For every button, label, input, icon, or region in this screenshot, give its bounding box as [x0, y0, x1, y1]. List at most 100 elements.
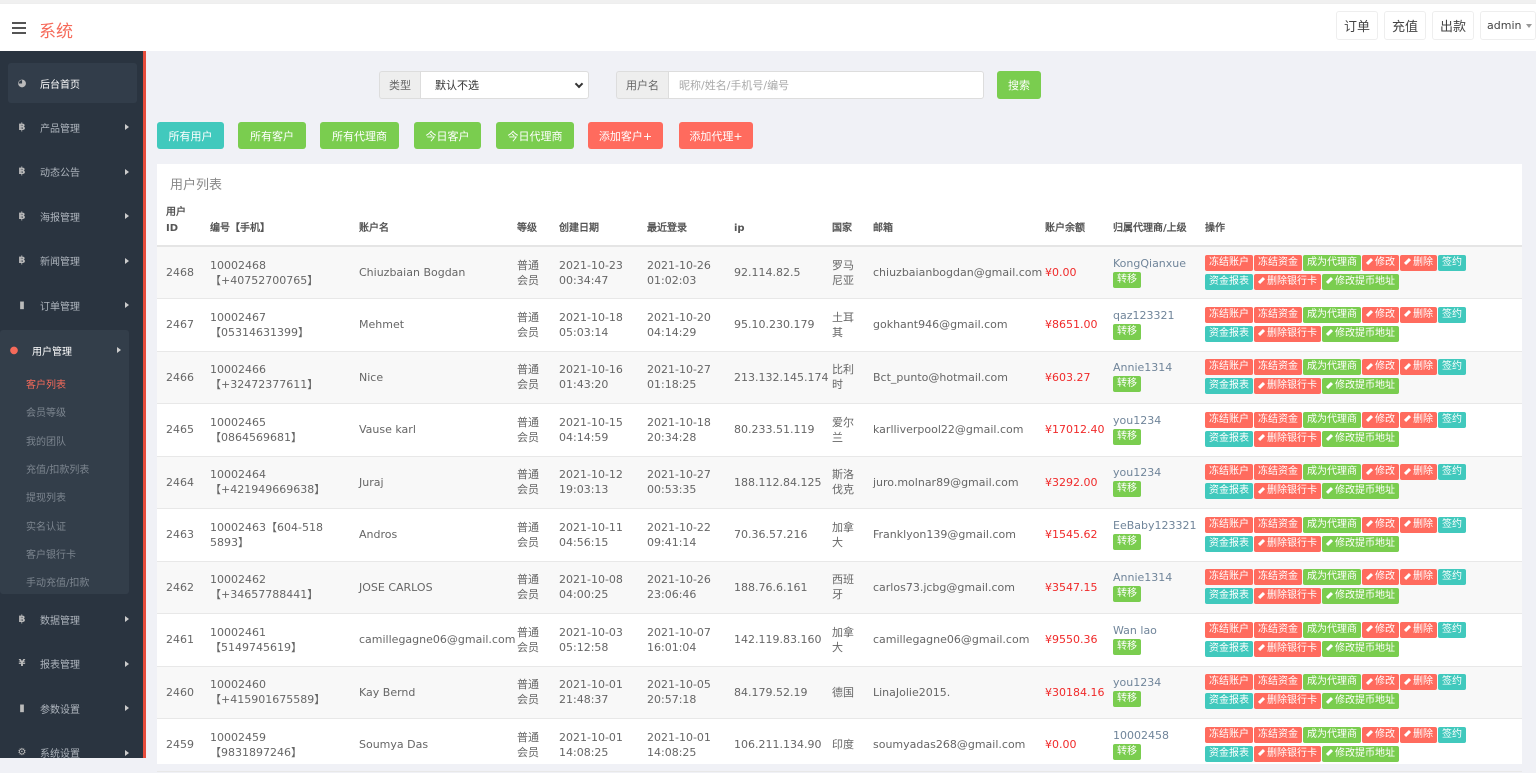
- today-agents-button[interactable]: 今日代理商: [496, 122, 574, 149]
- delete-button[interactable]: 删除: [1400, 621, 1437, 638]
- edit-withdraw-address-button[interactable]: 修改提币地址: [1322, 640, 1399, 657]
- sidebar-subitem[interactable]: 会员等级: [26, 408, 66, 420]
- funds-report-button[interactable]: 资金报表: [1205, 640, 1253, 657]
- sign-button[interactable]: 签约: [1438, 516, 1466, 533]
- edit-withdraw-address-button[interactable]: 修改提币地址: [1322, 535, 1399, 552]
- freeze-account-button[interactable]: 冻结账户: [1205, 359, 1253, 376]
- delete-bank-card-button[interactable]: 删除银行卡: [1254, 430, 1321, 447]
- recharge-button[interactable]: 充值: [1383, 11, 1426, 40]
- make-agent-button[interactable]: 成为代理商: [1303, 621, 1361, 638]
- sidebar-item[interactable]: ⚙ 系统设置: [8, 733, 137, 773]
- all-users-button[interactable]: 所有用户: [157, 122, 224, 149]
- make-agent-button[interactable]: 成为代理商: [1303, 516, 1361, 533]
- transfer-button[interactable]: 转移: [1113, 481, 1141, 498]
- sidebar-scrollbar[interactable]: [143, 51, 146, 758]
- today-customers-button[interactable]: 今日客户: [414, 122, 481, 149]
- make-agent-button[interactable]: 成为代理商: [1303, 306, 1361, 323]
- edit-button[interactable]: 修改: [1362, 254, 1399, 271]
- freeze-account-button[interactable]: 冻结账户: [1205, 569, 1253, 586]
- make-agent-button[interactable]: 成为代理商: [1303, 674, 1361, 691]
- username-search-input[interactable]: 昵称/姓名/手机号/编号: [668, 71, 984, 99]
- sign-button[interactable]: 签约: [1438, 621, 1466, 638]
- edit-button[interactable]: 修改: [1362, 464, 1399, 481]
- sidebar-subitem[interactable]: 充值/扣款列表: [26, 464, 90, 476]
- delete-button[interactable]: 删除: [1400, 411, 1437, 428]
- freeze-account-button[interactable]: 冻结账户: [1205, 674, 1253, 691]
- delete-bank-card-button[interactable]: 删除银行卡: [1254, 693, 1321, 710]
- freeze-account-button[interactable]: 冻结账户: [1205, 516, 1253, 533]
- sidebar-item[interactable]: ¥ 报表管理: [8, 644, 137, 684]
- freeze-funds-button[interactable]: 冻结资金: [1254, 726, 1302, 743]
- delete-bank-card-button[interactable]: 删除银行卡: [1254, 640, 1321, 657]
- freeze-account-button[interactable]: 冻结账户: [1205, 621, 1253, 638]
- sidebar-subitem[interactable]: 实名认证: [26, 521, 66, 533]
- delete-button[interactable]: 删除: [1400, 359, 1437, 376]
- transfer-button[interactable]: 转移: [1113, 691, 1141, 708]
- delete-bank-card-button[interactable]: 删除银行卡: [1254, 273, 1321, 290]
- withdraw-button[interactable]: 出款: [1431, 11, 1474, 40]
- sidebar-item[interactable]: ฿ 动态公告: [8, 152, 137, 192]
- edit-button[interactable]: 修改: [1362, 516, 1399, 533]
- sign-button[interactable]: 签约: [1438, 674, 1466, 691]
- sidebar-item[interactable]: ฿ 新闻管理: [8, 241, 137, 281]
- make-agent-button[interactable]: 成为代理商: [1303, 411, 1361, 428]
- sign-button[interactable]: 签约: [1438, 254, 1466, 271]
- transfer-button[interactable]: 转移: [1113, 323, 1141, 340]
- sign-button[interactable]: 签约: [1438, 464, 1466, 481]
- freeze-funds-button[interactable]: 冻结资金: [1254, 464, 1302, 481]
- delete-button[interactable]: 删除: [1400, 569, 1437, 586]
- freeze-account-button[interactable]: 冻结账户: [1205, 306, 1253, 323]
- sidebar-item[interactable]: ฿ 海报管理: [8, 196, 137, 236]
- sidebar-subitem[interactable]: 客户列表: [26, 380, 66, 391]
- freeze-funds-button[interactable]: 冻结资金: [1254, 306, 1302, 323]
- edit-button[interactable]: 修改: [1362, 569, 1399, 586]
- freeze-account-button[interactable]: 冻结账户: [1205, 726, 1253, 743]
- sign-button[interactable]: 签约: [1438, 359, 1466, 376]
- sidebar-item[interactable]: ▮ 订单管理: [8, 285, 137, 325]
- make-agent-button[interactable]: 成为代理商: [1303, 359, 1361, 376]
- edit-withdraw-address-button[interactable]: 修改提币地址: [1322, 693, 1399, 710]
- edit-withdraw-address-button[interactable]: 修改提币地址: [1322, 588, 1399, 605]
- delete-button[interactable]: 删除: [1400, 516, 1437, 533]
- delete-button[interactable]: 删除: [1400, 726, 1437, 743]
- funds-report-button[interactable]: 资金报表: [1205, 745, 1253, 762]
- funds-report-button[interactable]: 资金报表: [1205, 273, 1253, 290]
- transfer-button[interactable]: 转移: [1113, 428, 1141, 445]
- transfer-button[interactable]: 转移: [1113, 743, 1141, 760]
- freeze-funds-button[interactable]: 冻结资金: [1254, 621, 1302, 638]
- hamburger-menu-icon[interactable]: [12, 22, 26, 34]
- delete-button[interactable]: 删除: [1400, 464, 1437, 481]
- edit-withdraw-address-button[interactable]: 修改提币地址: [1322, 325, 1399, 342]
- sign-button[interactable]: 签约: [1438, 411, 1466, 428]
- freeze-funds-button[interactable]: 冻结资金: [1254, 516, 1302, 533]
- freeze-account-button[interactable]: 冻结账户: [1205, 464, 1253, 481]
- funds-report-button[interactable]: 资金报表: [1205, 693, 1253, 710]
- edit-button[interactable]: 修改: [1362, 359, 1399, 376]
- delete-button[interactable]: 删除: [1400, 254, 1437, 271]
- edit-withdraw-address-button[interactable]: 修改提币地址: [1322, 273, 1399, 290]
- edit-button[interactable]: 修改: [1362, 306, 1399, 323]
- freeze-funds-button[interactable]: 冻结资金: [1254, 569, 1302, 586]
- edit-withdraw-address-button[interactable]: 修改提币地址: [1322, 745, 1399, 762]
- edit-withdraw-address-button[interactable]: 修改提币地址: [1322, 430, 1399, 447]
- sidebar-item[interactable]: ▮ 参数设置: [8, 688, 137, 728]
- sign-button[interactable]: 签约: [1438, 306, 1466, 323]
- sidebar-subitem[interactable]: 我的团队: [26, 436, 66, 448]
- sidebar-subitem[interactable]: 提现列表: [26, 493, 66, 505]
- sidebar-subitem[interactable]: 手动充值/扣款: [26, 578, 90, 590]
- freeze-account-button[interactable]: 冻结账户: [1205, 411, 1253, 428]
- delete-button[interactable]: 删除: [1400, 674, 1437, 691]
- all-customers-button[interactable]: 所有客户: [238, 122, 306, 149]
- transfer-button[interactable]: 转移: [1113, 586, 1141, 603]
- all-agents-button[interactable]: 所有代理商: [320, 122, 399, 149]
- sign-button[interactable]: 签约: [1438, 726, 1466, 743]
- delete-bank-card-button[interactable]: 删除银行卡: [1254, 745, 1321, 762]
- edit-withdraw-address-button[interactable]: 修改提币地址: [1322, 483, 1399, 500]
- delete-bank-card-button[interactable]: 删除银行卡: [1254, 483, 1321, 500]
- transfer-button[interactable]: 转移: [1113, 271, 1141, 288]
- edit-button[interactable]: 修改: [1362, 411, 1399, 428]
- funds-report-button[interactable]: 资金报表: [1205, 588, 1253, 605]
- add-agent-button[interactable]: 添加代理+: [679, 122, 753, 149]
- make-agent-button[interactable]: 成为代理商: [1303, 464, 1361, 481]
- freeze-funds-button[interactable]: 冻结资金: [1254, 411, 1302, 428]
